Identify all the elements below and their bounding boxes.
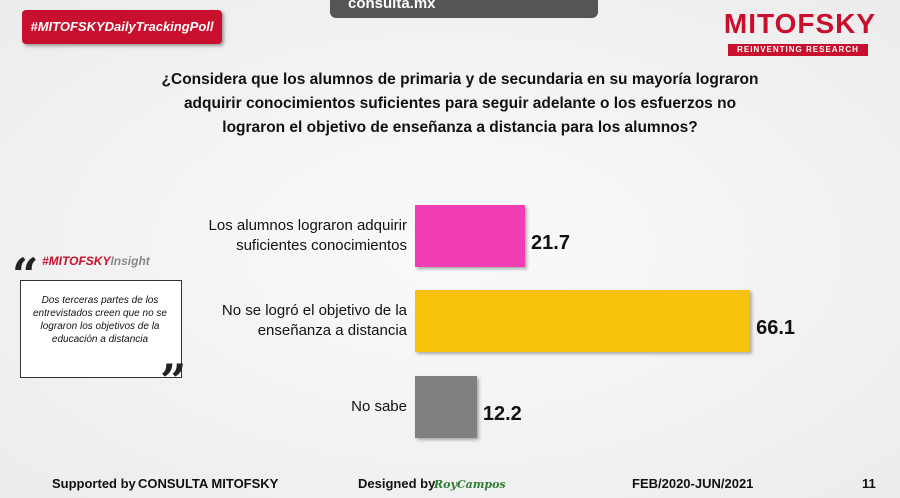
insight-box (20, 280, 182, 378)
site-bar[interactable]: consulta.mx (330, 0, 598, 18)
value-label: 21.7 (531, 232, 570, 254)
category-label: No se logró el objetivo de la enseñanza … (221, 302, 407, 339)
brand-logo: MITOFSKY (723, 8, 877, 39)
close-quote: ” (160, 354, 187, 408)
bar (415, 376, 477, 438)
footer-designed-label: Designed by (358, 476, 436, 491)
insight-tag: #MITOFSKYInsight (42, 254, 150, 268)
hashtag-badge: #MITOFSKYDailyTrackingPoll (22, 10, 222, 44)
bar (415, 205, 526, 267)
footer-period: FEB/2020-JUN/2021 (632, 476, 754, 491)
brand-tagline: REINVENTING RESEARCH (728, 44, 868, 56)
footer-designer: RoyCampos (434, 478, 506, 491)
insight-text: Dos terceras partes de los entrevistados… (33, 295, 167, 345)
bar (415, 290, 751, 352)
category-label: No sabe (351, 398, 407, 415)
value-label: 12.2 (482, 403, 522, 425)
footer-supported-by: CONSULTA MITOFSKY (138, 476, 279, 491)
footer-supported-label: Supported by (52, 476, 136, 491)
chart-title: ¿Considera que los alumnos de primaria y… (161, 71, 759, 136)
category-label: Los alumnos lograron adquirir suficiente… (208, 217, 407, 254)
value-label: 66.1 (756, 317, 796, 339)
open-quote: “ (12, 248, 39, 302)
insight-tag-gray: Insight (110, 254, 150, 268)
page-number: 11 (862, 476, 876, 491)
insight-tag-red: #MITOFSKY (42, 254, 111, 268)
